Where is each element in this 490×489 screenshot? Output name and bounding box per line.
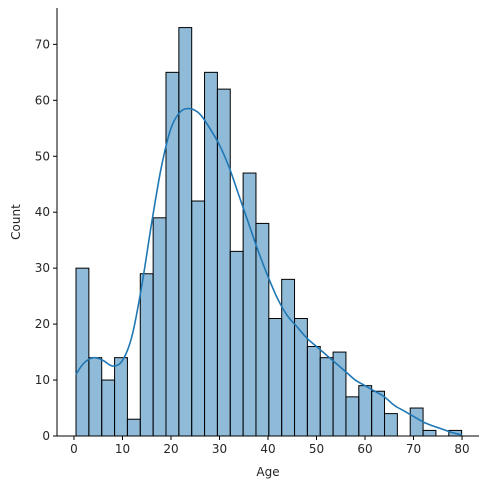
- histogram-bar: [281, 278, 296, 437]
- histogram-bar: [191, 200, 206, 437]
- histogram-bar: [114, 357, 128, 437]
- histogram-bar: [319, 357, 334, 437]
- histogram-bar: [88, 357, 103, 437]
- histogram-bar: [165, 71, 180, 437]
- x-tick-label: 10: [115, 442, 130, 456]
- x-tick-label: 50: [309, 442, 324, 456]
- y-tick-label: 20: [35, 317, 50, 331]
- x-tick-label: 20: [163, 442, 178, 456]
- x-tick-label: 70: [406, 442, 421, 456]
- y-tick-label: 0: [42, 429, 50, 443]
- x-tick-label: 40: [260, 442, 275, 456]
- y-tick-label: 10: [35, 373, 50, 387]
- histogram-bar: [371, 390, 386, 437]
- y-tick-label: 40: [35, 205, 50, 219]
- histogram-bar: [229, 250, 244, 437]
- histogram-bar: [126, 418, 141, 437]
- x-tick-label: 80: [454, 442, 469, 456]
- kde-curve: [75, 107, 463, 436]
- histogram-bar: [409, 407, 424, 437]
- x-tick-label: 60: [357, 442, 372, 456]
- histogram-bar: [384, 413, 398, 437]
- y-tick-label: 60: [35, 93, 50, 107]
- bars-layer: [75, 27, 463, 437]
- histogram-bar: [178, 27, 193, 437]
- histogram-bar: [422, 429, 437, 437]
- histogram-bar: [75, 267, 90, 437]
- y-axis-title: Count: [9, 204, 23, 240]
- histogram-bar: [358, 385, 373, 437]
- x-axis-title: Age: [256, 465, 279, 479]
- y-tick-label: 50: [35, 149, 50, 163]
- histogram-bar: [306, 345, 321, 437]
- x-tick-label: 30: [212, 442, 227, 456]
- histogram-bar: [216, 88, 231, 437]
- x-tick-label: 0: [70, 442, 78, 456]
- histogram-bar: [152, 217, 167, 437]
- y-tick-label: 30: [35, 261, 50, 275]
- kde-layer: [75, 107, 463, 436]
- y-tick-label: 70: [35, 37, 50, 51]
- histogram-bar: [204, 71, 218, 437]
- axes-layer: 0 10 20 30 40 50 60 70 80 0 10 20 30 40 50 60 70: [35, 8, 479, 456]
- histogram-bar: [332, 351, 347, 437]
- histogram-bar: [268, 318, 283, 437]
- histogram-bar: [139, 273, 154, 437]
- histogram-bar: [345, 396, 360, 437]
- histogram-bar: [255, 222, 270, 437]
- histogram-bar: [101, 379, 116, 437]
